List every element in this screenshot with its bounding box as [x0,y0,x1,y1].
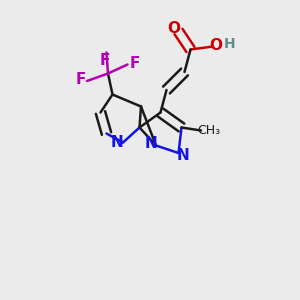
Text: F: F [75,72,85,87]
Text: F: F [130,56,140,70]
Text: O: O [209,38,223,52]
Text: CH₃: CH₃ [197,124,220,137]
Text: O: O [167,21,181,36]
Text: N: N [145,136,158,152]
Text: F: F [100,52,110,68]
Text: N: N [177,148,189,164]
Text: H: H [224,37,235,50]
Text: N: N [111,135,123,150]
